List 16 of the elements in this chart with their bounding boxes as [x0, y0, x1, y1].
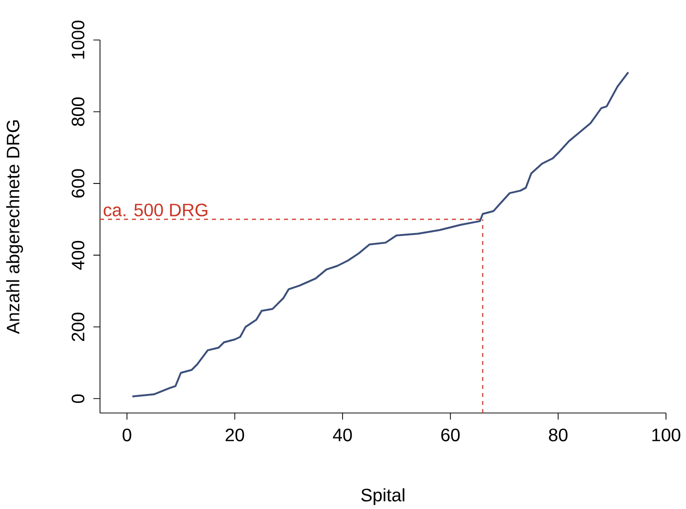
y-tick-label: 0 [72, 394, 84, 403]
x-tick-label: 20 [226, 428, 244, 442]
y-axis-title: Anzahl abgerechnete DRG [6, 120, 23, 334]
y-tick-label: 1000 [72, 20, 84, 59]
line-series [131, 71, 630, 398]
y-tick-label: 200 [72, 312, 84, 342]
x-axis-title: Spital [361, 488, 404, 506]
y-tick-label: 400 [72, 240, 84, 270]
ref-line-label: ca. 500 DRG [104, 204, 208, 216]
x-tick-label: 0 [122, 428, 132, 442]
y-tick-label: 600 [72, 169, 84, 198]
y-tick-label: 800 [72, 97, 84, 126]
x-tick-label: 40 [332, 428, 352, 442]
x-tick-label: 100 [652, 428, 680, 442]
x-tick-label: 80 [548, 428, 568, 442]
x-tick-label: 60 [441, 428, 460, 442]
